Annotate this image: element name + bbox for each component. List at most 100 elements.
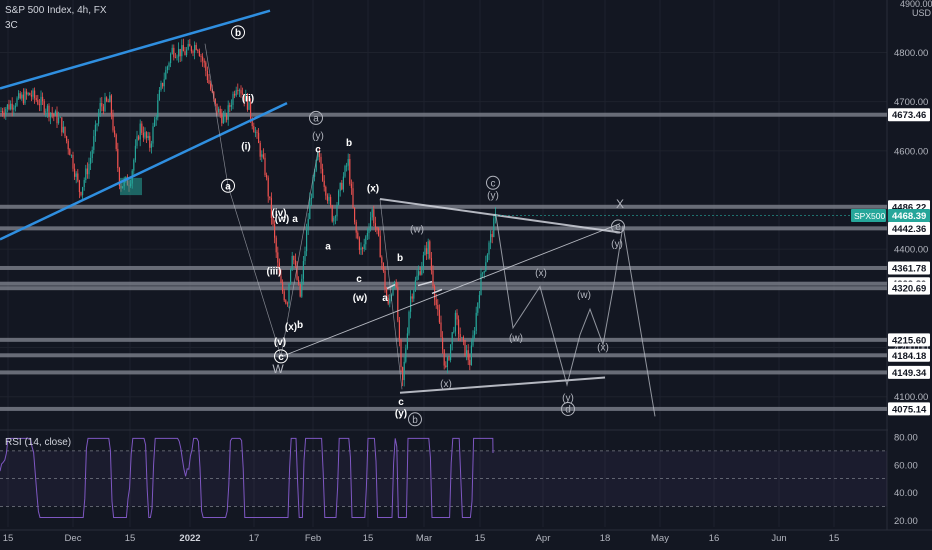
candle-body	[78, 180, 80, 193]
candle-body	[387, 298, 389, 304]
current-price-tag: 4468.39	[888, 209, 930, 223]
candle	[406, 327, 408, 350]
candle	[432, 265, 434, 289]
level-tag-text: 4442.36	[892, 224, 926, 235]
level-tag: 4215.60	[888, 333, 930, 347]
wave-label-text: e	[615, 222, 621, 233]
candle	[6, 103, 8, 113]
candle	[446, 355, 448, 374]
candle-body	[96, 123, 98, 125]
candle	[141, 121, 143, 136]
rsi-tick-label: 40.00	[894, 488, 918, 499]
candle	[443, 349, 445, 370]
candle	[488, 240, 490, 261]
candle-body	[61, 117, 63, 133]
candle	[190, 45, 192, 54]
candle	[373, 205, 375, 227]
wave-label-circle	[231, 25, 245, 40]
candle	[102, 103, 104, 115]
wave-label-text: b	[412, 415, 418, 426]
candle-body	[453, 331, 455, 333]
candle	[435, 293, 437, 309]
candle-body	[382, 262, 384, 271]
time-axis[interactable]: 15 Dec 15 2022 17 Feb 15 Mar 15 Apr 18 May 16 Jun 15	[0, 529, 932, 544]
candle	[410, 290, 412, 319]
candle	[267, 175, 269, 203]
candle	[298, 276, 300, 286]
candle	[16, 96, 18, 107]
candle-body	[154, 119, 156, 127]
candle	[133, 158, 135, 175]
candle-body	[338, 190, 340, 205]
candle-body	[262, 154, 264, 158]
candle-body	[469, 359, 471, 366]
candle	[411, 293, 413, 303]
candle-body	[419, 271, 421, 275]
candle-body	[362, 247, 364, 249]
candle-body	[114, 130, 116, 135]
candle-body	[293, 255, 295, 261]
wave-label-text: a	[313, 113, 319, 124]
candle	[363, 238, 365, 252]
candle	[453, 326, 455, 334]
candle	[117, 142, 119, 172]
candle	[10, 100, 12, 111]
level-band	[0, 265, 887, 270]
candle	[32, 88, 34, 100]
candle	[304, 246, 306, 265]
candle	[147, 131, 149, 141]
candle	[347, 153, 349, 171]
wave-label: (w)	[353, 293, 367, 304]
candle-body	[91, 149, 93, 159]
candle-body	[171, 47, 173, 54]
candle	[75, 171, 77, 184]
candle-body	[98, 113, 100, 124]
candle-body	[243, 94, 245, 102]
candle	[227, 100, 229, 126]
wave-label: b	[297, 320, 303, 331]
candle-body	[424, 248, 426, 256]
candle	[330, 194, 332, 208]
candle	[485, 255, 487, 272]
wave-label: (i)	[241, 141, 250, 152]
candle	[346, 162, 348, 172]
candle	[195, 42, 197, 51]
candle-body	[26, 91, 28, 95]
candle-body	[32, 90, 34, 97]
candle	[458, 315, 460, 341]
time-tick-label: 2022	[179, 533, 200, 544]
candle-body	[485, 262, 487, 271]
candle-body	[325, 186, 327, 196]
candle-body	[83, 180, 85, 188]
wave-label-circle	[486, 175, 500, 190]
candle	[37, 94, 39, 106]
wave-label: (x)	[285, 322, 297, 333]
candle	[222, 110, 224, 124]
candle-body	[197, 49, 199, 51]
candle-body	[470, 345, 472, 366]
level-tag-text: 4320.69	[892, 284, 926, 295]
rsi-tick-label: 20.00	[894, 516, 918, 527]
rsi-title: RSI (14, close)	[5, 437, 72, 448]
candle	[339, 182, 341, 197]
candle	[144, 127, 146, 140]
wave-label-text: (y)	[312, 131, 324, 142]
candle-body	[413, 290, 415, 299]
candle-body	[237, 90, 239, 92]
candle-body	[218, 108, 220, 113]
candle-body	[165, 70, 167, 80]
level-tag-text: 4673.46	[892, 110, 926, 121]
wave-label-text: b	[297, 320, 303, 331]
candle	[250, 98, 252, 123]
wave-connector	[204, 43, 282, 357]
candle-body	[480, 273, 482, 296]
candle-body	[173, 47, 175, 58]
candle-body	[176, 56, 178, 58]
candle	[366, 228, 368, 241]
candle	[176, 54, 178, 61]
candle	[194, 41, 196, 60]
